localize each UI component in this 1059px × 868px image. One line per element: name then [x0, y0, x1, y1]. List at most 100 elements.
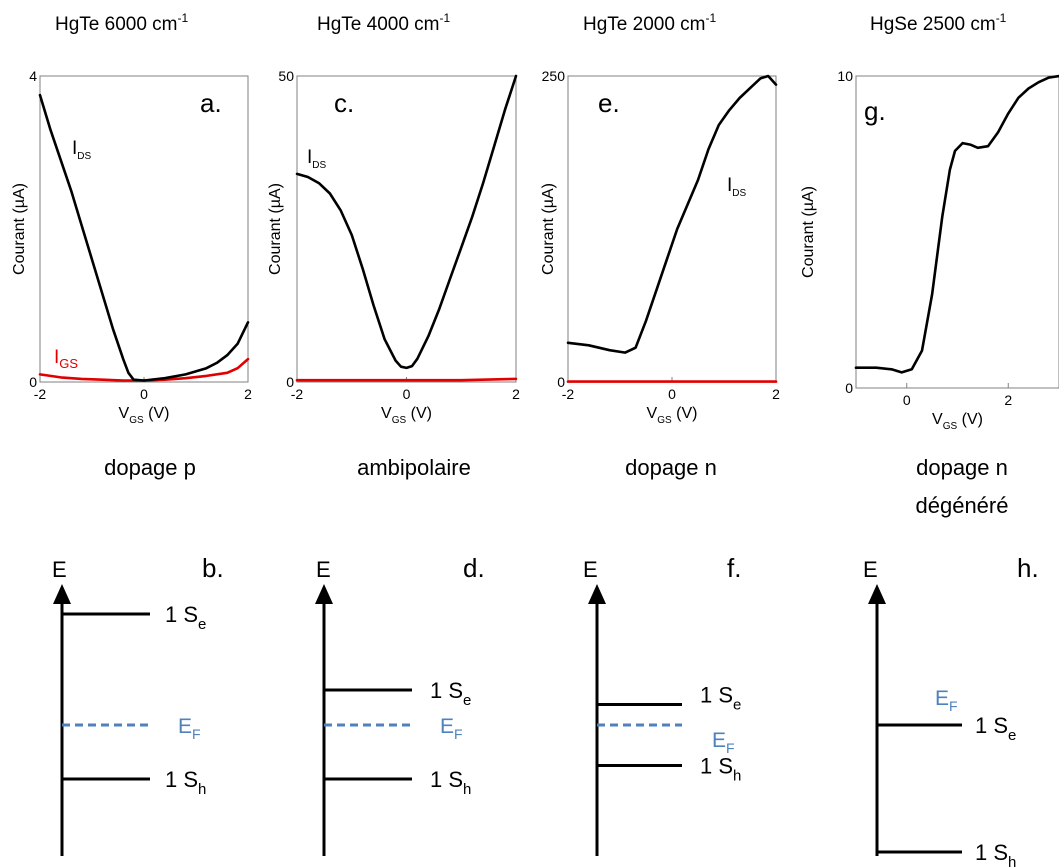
y-tick-label: 0	[29, 374, 37, 390]
x-axis-label-unit: (V)	[144, 405, 170, 422]
series-label-ids: IDS	[727, 175, 747, 199]
series-label-igs: IGS	[54, 347, 78, 371]
energy-axis-label: E	[863, 557, 878, 582]
chart-title-superscript: -1	[440, 11, 451, 25]
energy-level-name: 1 S	[700, 754, 733, 779]
chart-title-superscript: -1	[996, 11, 1007, 25]
panel-letter: h.	[1017, 553, 1039, 583]
fermi-level-label: EF	[440, 715, 463, 742]
y-tick-label: 10	[837, 68, 853, 84]
plot-frame	[296, 75, 517, 383]
panel-letter: c.	[334, 88, 354, 118]
energy-level-label: 1 Se	[165, 602, 206, 633]
x-tick-label: 2	[512, 386, 520, 402]
y-axis-label: Courant (µA)	[540, 183, 557, 275]
fermi-level-sub: F	[949, 698, 958, 714]
panel-letter: f.	[727, 553, 741, 583]
energy-axis-label: E	[52, 557, 67, 582]
x-axis-label-unit: (V)	[672, 405, 698, 422]
fermi-level-name: E	[178, 715, 192, 738]
series-line-curve	[854, 74, 1059, 374]
y-axis-label: Courant (µA)	[11, 183, 28, 275]
chart-title-text: HgTe 6000 cm	[55, 14, 178, 35]
energy-level-label: 1 Sh	[700, 754, 741, 785]
panel-letter: b.	[202, 553, 224, 583]
energy-level-sub: h	[1008, 854, 1016, 868]
chart-title-text: HgTe 2000 cm	[583, 14, 706, 35]
series-line-gs	[295, 377, 518, 382]
energy-axis-label: E	[583, 557, 598, 582]
series-label-sub: DS	[312, 160, 326, 171]
energy-level-name: 1 S	[165, 602, 198, 627]
chart-title-text: HgSe 2500 cm	[870, 14, 996, 35]
series-line-ds	[295, 74, 518, 370]
y-tick-label: 250	[542, 68, 566, 84]
fermi-level-name: E	[440, 715, 454, 738]
x-axis-label-var: V	[932, 411, 943, 428]
panel-letter: e.	[598, 88, 620, 118]
chart-title: HgTe 2000 cm-1	[583, 11, 717, 35]
chart-title: HgSe 2500 cm-1	[870, 11, 1007, 35]
x-axis-label-var: V	[381, 405, 392, 422]
energy-level-sub: h	[463, 781, 471, 798]
energy-axis-arrow-icon	[588, 584, 606, 604]
x-axis-label: VGS (V)	[381, 405, 432, 426]
chart-caption: dopage n	[916, 455, 1008, 480]
energy-level-name: 1 S	[700, 683, 733, 708]
chart-title: HgTe 4000 cm-1	[317, 11, 451, 35]
chart-caption: dégénéré	[916, 493, 1009, 518]
x-tick-label: 0	[403, 386, 411, 402]
fermi-level-label: EF	[935, 687, 958, 714]
x-axis-label-sub: GS	[392, 415, 407, 426]
chart-caption: dopage n	[625, 455, 717, 480]
energy-axis-label: E	[316, 557, 331, 582]
y-tick-label: 4	[29, 68, 37, 84]
fermi-level-sub: F	[454, 726, 463, 742]
energy-level-sub: e	[1008, 727, 1016, 744]
energy-level-sub: e	[463, 692, 471, 709]
fermi-level-sub: F	[192, 726, 201, 742]
y-tick-label: 0	[286, 374, 294, 390]
series-label-ids: IDS	[72, 138, 92, 162]
fermi-level-name: E	[712, 729, 726, 752]
x-tick-label: 2	[772, 386, 780, 402]
chart-title-superscript: -1	[706, 11, 717, 25]
series-line-ds	[566, 74, 778, 354]
energy-level-sub: e	[198, 616, 206, 633]
energy-level-label: 1 Sh	[975, 840, 1016, 868]
energy-level-sub: h	[733, 768, 741, 785]
fermi-level-sub: F	[726, 740, 735, 756]
y-tick-label: 50	[278, 68, 294, 84]
x-tick-label: 2	[244, 386, 252, 402]
energy-axis-arrow-icon	[868, 584, 886, 604]
energy-level-name: 1 S	[165, 767, 198, 792]
x-tick-label: 0	[140, 386, 148, 402]
plot-frame	[855, 75, 1059, 389]
energy-level-name: 1 S	[430, 767, 463, 792]
chart-title: HgTe 6000 cm-1	[55, 11, 189, 35]
chart-caption: ambipolaire	[357, 455, 471, 480]
energy-level-name: 1 S	[430, 678, 463, 703]
chart-panel-4: HgSe 2500 cm-1 0 2 0 10 Courant (µA) VGS (V) g.…	[800, 11, 1059, 518]
y-tick-label: 0	[557, 374, 565, 390]
plot-frame	[39, 75, 249, 383]
series-label-main: I	[72, 138, 77, 159]
y-axis-label: Courant (µA)	[267, 183, 284, 275]
x-axis-label: VGS (V)	[119, 405, 170, 426]
x-tick-label: -2	[34, 386, 47, 402]
energy-level-sub: h	[198, 781, 206, 798]
plot-frame	[567, 75, 777, 383]
x-tick-label: 0	[903, 392, 911, 408]
x-tick-label: 0	[668, 386, 676, 402]
x-axis-label-sub: GS	[129, 415, 144, 426]
panel-letter: d.	[463, 553, 485, 583]
energy-level-label: 1 Sh	[165, 767, 206, 798]
energy-level-name: 1 S	[975, 713, 1008, 738]
x-axis-label-sub: GS	[657, 415, 672, 426]
chart-caption: dopage p	[104, 455, 196, 480]
